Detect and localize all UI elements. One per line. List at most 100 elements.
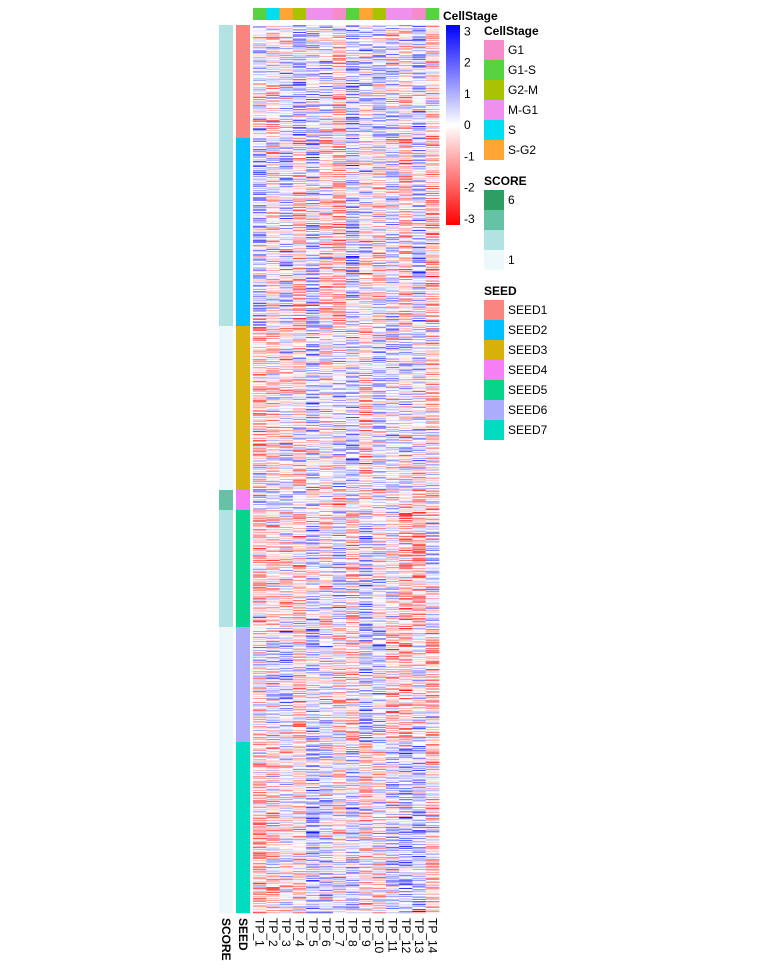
heatmap-cell [279,195,294,197]
heatmap-cell [425,346,440,348]
heatmap-cell [412,306,427,308]
heatmap-cell [425,295,440,297]
heatmap-cell [412,134,427,136]
heatmap-cell [425,332,440,334]
heatmap-cell [372,362,387,364]
heatmap-cell [359,266,373,268]
heatmap-cell [279,361,294,363]
heatmap-cell [346,243,360,245]
heatmap-cell [306,178,320,180]
heatmap-cell [385,339,400,341]
heatmap-cell [253,124,267,126]
heatmap-cell [332,266,347,268]
heatmap-cell [292,369,307,371]
heatmap-cell [279,135,294,137]
heatmap-cell [306,44,320,46]
heatmap-cell [372,78,387,80]
heatmap-cell [253,155,267,157]
heatmap-cell [332,97,347,99]
heatmap-cell [412,208,427,210]
heatmap-cell [346,148,360,150]
heatmap-cell [399,373,413,375]
heatmap-cell [385,353,400,355]
heatmap-cell [425,236,440,238]
heatmap-cell [346,339,360,341]
heatmap-cell [253,224,267,226]
heatmap-cell [253,167,267,169]
heatmap-cell [319,109,334,111]
heatmap-cell [359,248,373,250]
heatmap-cell [319,302,334,304]
heatmap-cell [279,149,294,151]
heatmap-cell [399,302,413,304]
heatmap-cell [319,320,334,322]
heatmap-cell [346,51,360,53]
heatmap-cell [385,360,400,362]
heatmap-cell [319,86,334,88]
heatmap-cell [279,181,294,183]
heatmap-cell [319,220,334,222]
heatmap-cell [346,320,360,322]
heatmap-cell [425,307,440,309]
heatmap-cell [346,340,360,342]
heatmap-cell [319,339,334,341]
heatmap-cell [279,220,294,222]
heatmap-cell [372,330,387,332]
heatmap-cell [385,27,400,29]
heatmap-cell [399,366,413,368]
heatmap-cell [399,235,413,237]
heatmap-cell [266,337,280,339]
heatmap-cell [279,51,294,53]
heatmap-cell [332,352,347,354]
heatmap-cell [292,155,307,157]
heatmap-cell [385,59,400,61]
heatmap-cell [385,287,400,289]
heatmap-cell [346,152,360,154]
heatmap-cell [399,116,413,118]
heatmap-cell [253,163,267,165]
heatmap-cell [359,213,373,215]
heatmap-cell [332,178,347,180]
heatmap-cell [319,121,334,123]
heatmap-cell [412,285,427,287]
heatmap-cell [292,189,307,191]
heatmap-cell [372,294,387,296]
heatmap-cell [346,84,360,86]
heatmap-cell [253,181,267,183]
heatmap-cell [425,106,440,108]
heatmap-cell [292,81,307,83]
heatmap-cell [372,58,387,60]
heatmap-cell [266,134,280,136]
heatmap-cell [399,155,413,157]
heatmap-cell [372,120,387,122]
heatmap-cell [359,227,373,229]
heatmap-cell [306,42,320,44]
heatmap-cell [359,233,373,235]
heatmap-cell [332,333,347,335]
heatmap-cell [412,217,427,219]
heatmap-cell [425,54,440,56]
heatmap-cell [292,192,307,194]
heatmap-cell [292,290,307,292]
heatmap-cell [306,154,320,156]
heatmap-cell [385,288,400,290]
heatmap-cell [332,217,347,219]
heatmap-cell [399,275,413,277]
heatmap-cell [346,263,360,265]
heatmap-cell [253,104,267,106]
heatmap-cell [266,85,280,87]
heatmap-cell [319,140,334,142]
heatmap-cell [319,179,334,181]
heatmap-cell [253,154,267,156]
heatmap-cell [332,125,347,127]
heatmap-cell [306,233,320,235]
heatmap-cell [346,330,360,332]
heatmap-cell [425,148,440,150]
heatmap-cell [412,307,427,309]
heatmap-cell [412,171,427,173]
heatmap-cell [332,129,347,131]
heatmap-cell [399,46,413,48]
heatmap-cell [279,319,294,321]
heatmap-cell [292,125,307,127]
heatmap-cell [385,44,400,46]
